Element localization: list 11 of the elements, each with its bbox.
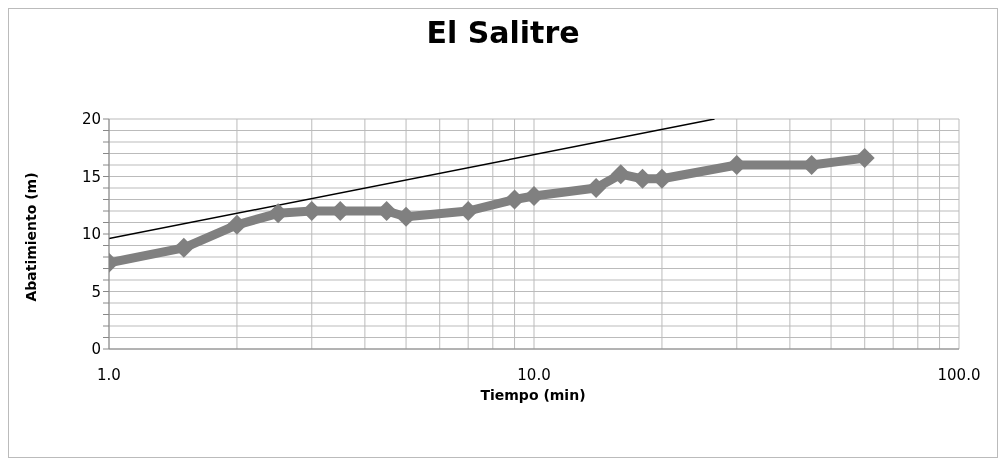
y-tick-label: 5	[91, 282, 101, 301]
x-axis-title: Tiempo (min)	[479, 387, 587, 403]
y-tick-label: 20	[81, 110, 101, 129]
y-tick-label: 0	[91, 340, 101, 359]
x-tick-label: 10.0	[517, 365, 551, 384]
x-tick-label: 100.0	[937, 365, 981, 384]
x-tick-label: 1.0	[97, 365, 121, 384]
y-tick-label: 15	[81, 167, 101, 186]
y-axis-title: Abatimiento (m)	[23, 172, 39, 302]
chart-title: El Salitre	[425, 15, 581, 50]
y-tick-label: 10	[81, 225, 101, 244]
